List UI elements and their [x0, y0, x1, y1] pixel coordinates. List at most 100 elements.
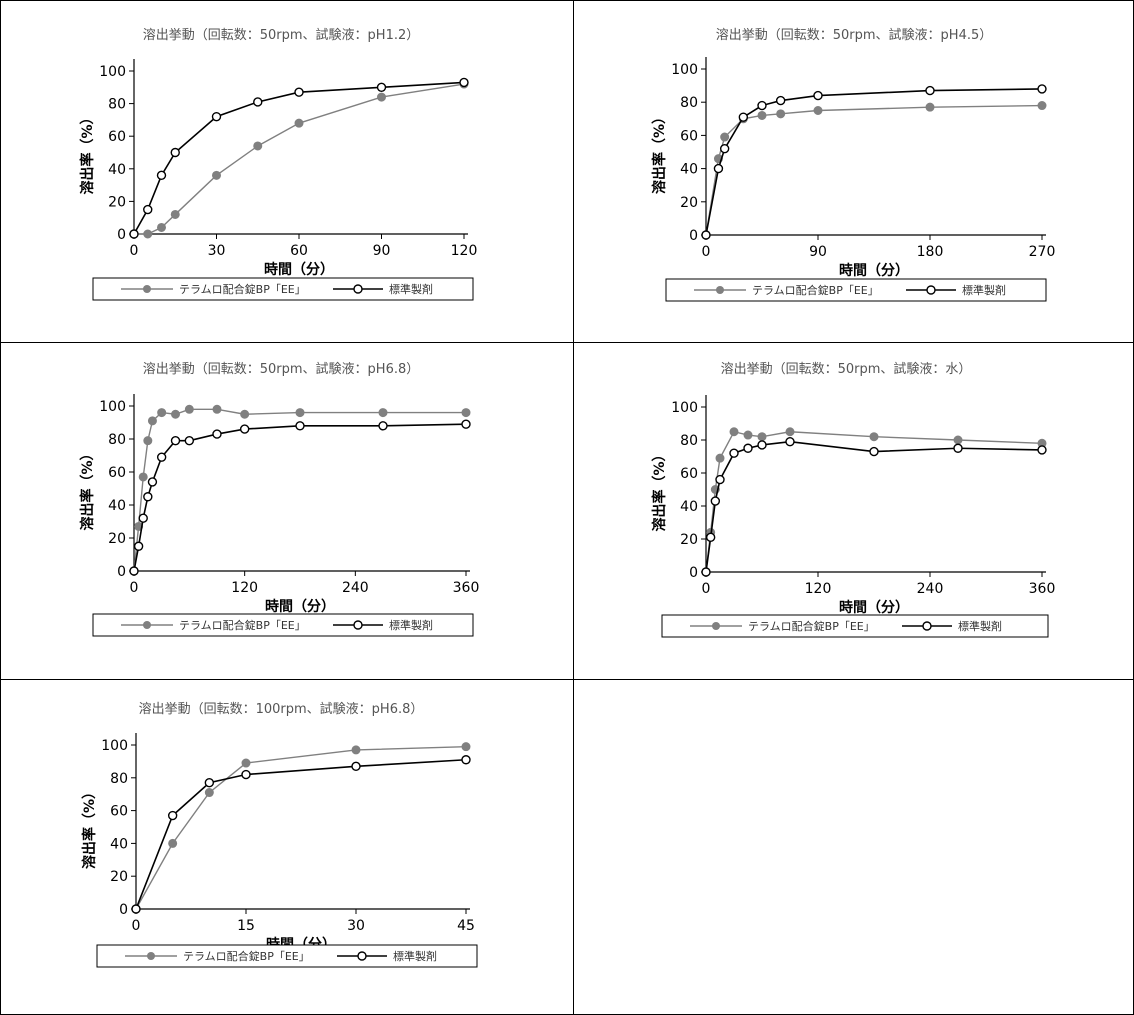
legend-label-test: テラムロ配合錠BP「EE」: [752, 283, 879, 297]
chart-panel-ph45: 溶出挙動（回転数：50rpm、試験液：pH4.5） 0 20 40 60 80 100 0 90…: [573, 0, 1134, 343]
x-tick-label: 240: [342, 580, 369, 596]
data-point-reference: [170, 435, 181, 446]
data-point-reference: [138, 513, 148, 523]
legend-label-test: テラムロ配合錠BP「EE」: [183, 949, 310, 963]
data-point-reference: [147, 477, 158, 487]
y-tick-label: 80: [680, 95, 698, 111]
series-line-test: [135, 745, 467, 910]
series-line-test: [133, 408, 466, 572]
series-line-reference: [705, 440, 1043, 573]
legend-marker-reference: [353, 620, 363, 630]
data-point-reference: [131, 904, 141, 914]
y-tick-label: 60: [680, 466, 698, 482]
legend-label-reference: 標準製剤: [958, 619, 1002, 633]
data-point-test: [869, 432, 879, 442]
legend-box: [92, 613, 474, 637]
legend-label-reference: 標準製剤: [962, 283, 1006, 297]
data-point-reference: [729, 448, 739, 458]
data-point-reference: [1037, 84, 1047, 94]
data-point-reference: [295, 421, 305, 431]
data-point-test: [729, 427, 739, 437]
data-point-reference: [925, 85, 935, 96]
data-point-reference: [701, 567, 711, 577]
legend-marker-reference: [922, 621, 932, 631]
data-point-test: [212, 404, 222, 414]
data-point-reference: [156, 452, 167, 462]
data-point-reference: [351, 761, 361, 772]
x-tick-label: 0: [130, 580, 139, 596]
legend: テラムロ配合錠BP「EE」 標準製剤: [96, 944, 478, 968]
data-point-reference: [705, 532, 716, 543]
legend-box: [96, 944, 478, 968]
data-point-reference: [133, 541, 144, 551]
legend-label-test: テラムロ配合錠BP「EE」: [179, 618, 306, 632]
data-point-reference: [167, 810, 178, 821]
data-point-test: [351, 745, 361, 755]
x-tick-label: 120: [805, 581, 832, 597]
chart-title: 溶出挙動（回転数：50rpm、試験液：水）: [721, 361, 972, 377]
y-tick-label: 0: [119, 902, 128, 918]
x-tick-label: 180: [917, 244, 944, 260]
data-point-reference: [129, 229, 139, 239]
data-point-reference: [1037, 445, 1047, 455]
chart-title: 溶出挙動（回転数：50rpm、試験液：pH6.8）: [143, 361, 420, 377]
legend-marker-test: [143, 285, 151, 293]
data-point-test: [295, 408, 305, 418]
series-line-test: [134, 83, 465, 235]
data-point-test: [813, 106, 823, 115]
data-point-reference: [376, 82, 387, 93]
y-tick-label: 20: [680, 532, 698, 548]
data-point-reference: [253, 97, 263, 107]
data-point-test: [157, 408, 167, 418]
x-tick-label: 45: [457, 918, 475, 934]
y-tick-label: 60: [108, 129, 126, 145]
chart-title: 溶出挙動（回転数：50rpm、試験液：pH4.5）: [716, 27, 993, 43]
data-point-reference: [710, 496, 721, 506]
y-tick-label: 0: [117, 564, 126, 580]
legend-label-reference: 標準製剤: [389, 282, 433, 296]
x-axis-label: 時間（分）: [265, 598, 335, 615]
data-point-test: [378, 408, 388, 418]
data-point-reference: [294, 87, 304, 97]
series-line-test: [705, 104, 1043, 236]
data-point-test: [715, 453, 725, 463]
legend-label-test: テラムロ配合錠BP「EE」: [748, 619, 875, 633]
data-point-reference: [378, 421, 388, 431]
x-tick-label: 90: [809, 244, 827, 260]
data-point-test: [1037, 101, 1047, 111]
y-tick-label: 100: [99, 64, 126, 80]
x-axis-label: 時間（分）: [264, 261, 334, 278]
y-tick-label: 0: [117, 227, 126, 243]
x-tick-label: 120: [451, 243, 478, 259]
data-point-test: [757, 110, 767, 120]
data-point-test: [294, 118, 304, 128]
data-point-reference: [211, 111, 222, 122]
data-point-test: [157, 222, 166, 232]
chart-svg: 溶出挙動（回転数：50rpm、試験液：pH6.8） 0 20 40 60 80 100 0 12…: [79, 361, 479, 637]
legend-marker-test: [147, 952, 155, 960]
data-point-reference: [459, 77, 469, 88]
series-line-reference: [135, 758, 467, 910]
data-point-test: [461, 742, 471, 752]
series-line-reference: [133, 81, 465, 235]
data-point-reference: [757, 440, 767, 450]
data-point-reference: [775, 95, 786, 106]
y-tick-label: 20: [108, 531, 126, 547]
x-tick-label: 360: [1029, 581, 1056, 597]
data-point-test: [138, 472, 148, 482]
x-tick-label: 0: [702, 244, 711, 260]
data-point-reference: [701, 230, 711, 240]
y-tick-label: 20: [110, 869, 128, 885]
y-axis-label: 溶出率（%）: [651, 447, 668, 531]
data-point-reference: [143, 204, 153, 215]
data-point-reference: [715, 474, 725, 485]
data-point-test: [953, 435, 963, 445]
y-tick-label: 100: [671, 62, 698, 78]
y-tick-label: 80: [680, 433, 698, 449]
chart-title: 溶出挙動（回転数：50rpm、試験液：pH1.2）: [143, 27, 420, 43]
legend: テラムロ配合錠BP「EE」 標準製剤: [92, 613, 474, 637]
y-tick-label: 40: [108, 162, 126, 178]
legend-box: [92, 277, 474, 301]
data-point-test: [212, 170, 221, 180]
y-tick-label: 60: [108, 465, 126, 481]
